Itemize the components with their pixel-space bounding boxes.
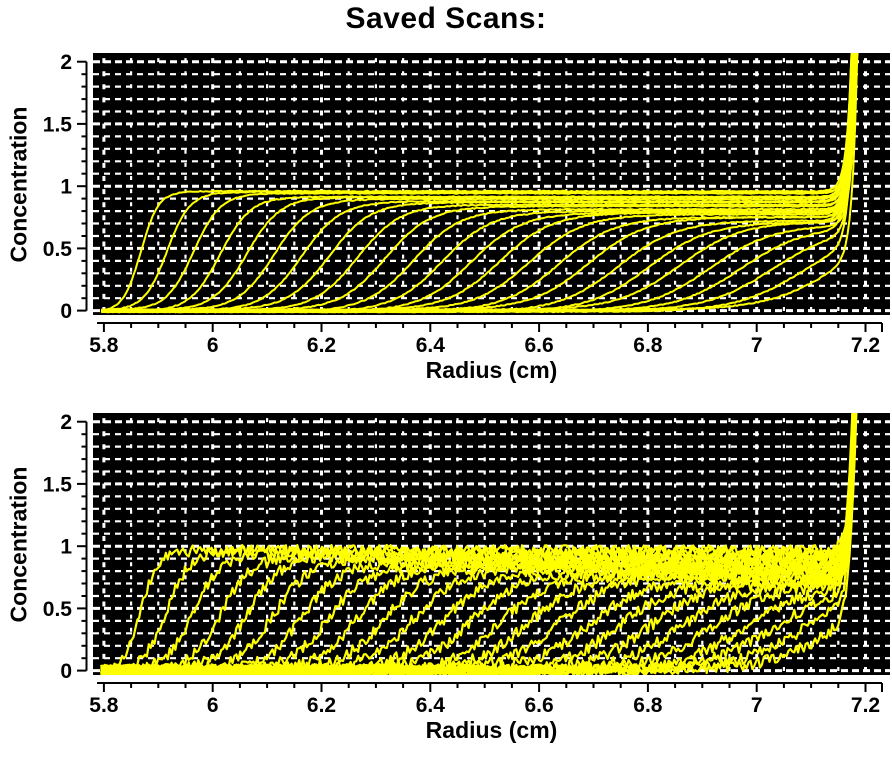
x-tick-label: 6.6 [524, 334, 553, 357]
x-tick-label: 7 [751, 334, 763, 357]
x-tick-label: 6 [207, 334, 219, 357]
y-axis-title-text: Concentration [5, 106, 32, 262]
y-axis-title-text: Concentration [5, 466, 32, 622]
scan-trace [100, 413, 857, 675]
plot-background [93, 53, 890, 315]
x-tick-label: 6.2 [307, 334, 336, 357]
x-tick-label: 6.6 [524, 694, 553, 717]
scan-trace [101, 53, 853, 312]
y-tick-label: 0 [60, 660, 72, 683]
y-tick-label: 0.5 [43, 238, 73, 261]
x-tick-label: 7.2 [851, 694, 880, 717]
scan-trace [101, 53, 856, 312]
y-tick-label: 1.5 [43, 113, 73, 136]
x-axis: 5.8 6 6.2 6.4 6.6 6.8 7 7.2 [89, 682, 883, 717]
x-tick-label: 5.8 [89, 694, 119, 717]
scan-trace [101, 53, 854, 312]
y-tick-label: 0 [60, 300, 72, 323]
x-tick-label: 6.8 [633, 694, 663, 717]
x-tick-label: 6 [207, 694, 219, 717]
y-tick-label: 2 [60, 53, 72, 74]
scan-plot-top: 0 0.5 1 1.5 2 5.8 6 6.2 6.4 6.6 6.8 7 7.2 [43, 53, 890, 357]
x-axis-title-top: Radius (cm) [425, 357, 558, 383]
x-axis-title-bottom: Radius (cm) [425, 717, 558, 743]
x-axis: 5.8 6 6.2 6.4 6.6 6.8 7 7.2 [89, 322, 883, 357]
scan-traces [100, 413, 858, 675]
x-tick-label: 6.2 [307, 694, 336, 717]
scan-trace [101, 53, 859, 312]
scan-trace [101, 53, 853, 312]
y-tick-label: 1 [60, 536, 72, 559]
y-tick-label: 1 [60, 176, 72, 199]
x-tick-label: 6.4 [416, 334, 446, 357]
scan-plot-bottom: 0 0.5 1 1.5 2 5.8 6 6.2 6.4 6.6 6.8 7 7.2 [43, 413, 890, 717]
y-axis: 0 0.5 1 1.5 2 [43, 53, 88, 323]
y-axis-title-bottom: Concentration [0, 413, 38, 675]
x-tick-label: 6.8 [633, 334, 663, 357]
x-tick-label: 5.8 [89, 334, 119, 357]
figure-title: Saved Scans: [345, 2, 547, 35]
x-tick-label: 6.4 [416, 694, 446, 717]
y-axis-title-top: Concentration [0, 53, 38, 315]
x-tick-label: 7.2 [851, 334, 880, 357]
y-tick-label: 1.5 [43, 473, 73, 496]
y-tick-label: 2 [60, 413, 72, 434]
scan-traces [100, 53, 859, 314]
scan-trace [100, 413, 855, 675]
x-tick-label: 7 [751, 694, 763, 717]
y-tick-label: 0.5 [43, 598, 73, 621]
y-axis: 0 0.5 1 1.5 2 [43, 413, 88, 683]
